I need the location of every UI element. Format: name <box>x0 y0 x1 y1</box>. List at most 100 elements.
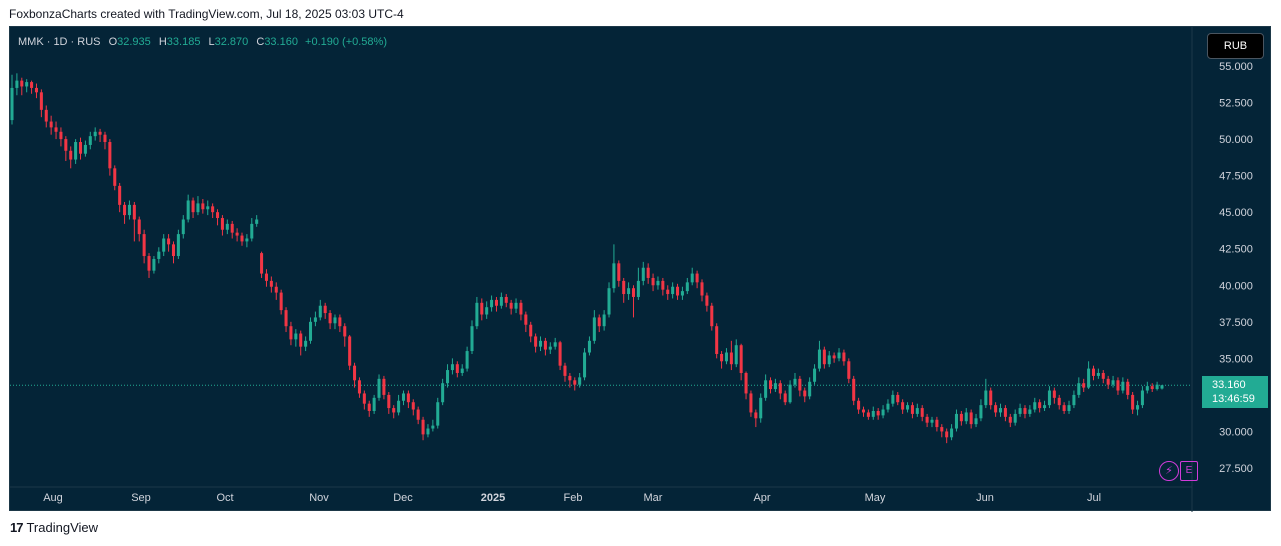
candle-body <box>1131 394 1135 410</box>
candle-body <box>1136 405 1140 410</box>
candle-body <box>514 302 518 309</box>
candle-body <box>1013 413 1017 423</box>
candle-body <box>431 425 435 429</box>
candle-body <box>910 405 914 414</box>
x-tick-label: May <box>865 492 886 504</box>
low-value: 32.870 <box>214 36 249 48</box>
candle-body <box>950 428 954 438</box>
candle-body <box>651 277 655 286</box>
candle-body <box>891 394 895 404</box>
candle-body <box>152 258 156 271</box>
candle-body <box>1126 381 1130 395</box>
candle-body <box>343 326 347 337</box>
x-tick-label: Sep <box>131 492 151 504</box>
x-tick-label: Dec <box>393 492 413 504</box>
x-tick-label: Mar <box>644 492 663 504</box>
candle-body <box>446 370 450 384</box>
candle-body <box>475 302 479 327</box>
x-tick-label: Apr <box>753 492 770 504</box>
candle-body <box>925 416 929 423</box>
candle-body <box>240 235 244 242</box>
low-label: L <box>208 36 215 48</box>
candlestick-chart[interactable]: 55.000 52.500 50.000 47.500 45.000 42.500 40.0… <box>10 27 1272 512</box>
candle-body <box>1096 372 1100 376</box>
candle-body <box>93 131 97 137</box>
candle-body <box>387 394 391 409</box>
candle-body <box>294 333 298 340</box>
candle-body <box>470 326 474 352</box>
candle-body <box>739 345 743 373</box>
x-tick-label: Jun <box>976 492 994 504</box>
y-tick-label: 27.500 <box>1219 463 1253 475</box>
candle-body <box>636 280 640 297</box>
lightning-icon[interactable]: ⚡ <box>1159 461 1179 481</box>
candle-body <box>798 378 802 391</box>
candle-body <box>83 144 87 154</box>
candle-body <box>671 286 675 295</box>
currency-button[interactable]: RUB <box>1207 33 1264 59</box>
candle-body <box>901 402 905 410</box>
candle-body <box>220 218 224 230</box>
candle-body <box>176 234 180 257</box>
candle-body <box>235 232 239 236</box>
candle-body <box>216 212 220 219</box>
candle-body <box>69 150 73 160</box>
candle-body <box>720 353 724 362</box>
candle-body <box>196 203 200 213</box>
candle-body <box>989 390 993 406</box>
candle-body <box>10 87 14 121</box>
y-tick-label: 37.500 <box>1219 317 1253 329</box>
candle-body <box>920 408 924 417</box>
candle-body <box>764 380 768 398</box>
y-tick-label: 35.000 <box>1219 353 1253 365</box>
candle-body <box>88 136 92 145</box>
candle-body <box>504 296 508 303</box>
high-value: 33.185 <box>166 36 201 48</box>
candle-body <box>299 333 303 347</box>
time-axis: Aug Sep Oct Nov Dec 2025 Feb Mar Apr May Jun Jul <box>43 492 1101 504</box>
candle-body <box>705 295 709 306</box>
candle-body <box>1087 368 1091 388</box>
candle-body <box>587 340 591 353</box>
candle-body <box>729 352 733 365</box>
candle-body <box>1101 372 1105 379</box>
candle-body <box>274 286 278 293</box>
chart-attribution: FoxbonzaCharts created with TradingView.… <box>9 7 404 21</box>
candle-body <box>308 321 313 341</box>
candle-body <box>328 313 332 324</box>
candle-body <box>906 405 910 410</box>
candle-body <box>313 317 317 322</box>
candle-body <box>284 310 288 327</box>
candle-body <box>1091 368 1096 376</box>
candle-body <box>1062 405 1066 411</box>
y-tick-label: 30.000 <box>1219 426 1253 438</box>
chart-panel[interactable]: 55.000 52.500 50.000 47.500 45.000 42.500 40.0… <box>9 26 1272 512</box>
price-axis: 55.000 52.500 50.000 47.500 45.000 42.500 40.0… <box>1219 61 1253 475</box>
candle-body <box>333 317 337 324</box>
candle-body <box>808 381 812 397</box>
candle-body <box>842 352 846 362</box>
x-tick-label: Jul <box>1087 492 1101 504</box>
candle-body <box>480 302 484 315</box>
candle-body <box>847 361 851 379</box>
candle-body <box>592 317 596 341</box>
e-button[interactable]: E <box>1180 461 1198 481</box>
candle-body <box>666 289 670 295</box>
candle-body <box>857 400 861 410</box>
candle-body <box>876 410 880 416</box>
candle-body <box>98 131 102 135</box>
candle-body <box>181 219 185 235</box>
candle-body <box>269 280 273 287</box>
candle-body <box>132 204 136 220</box>
candle-body <box>1140 390 1144 406</box>
candle-body <box>573 380 577 385</box>
candle-body <box>1106 378 1110 385</box>
candle-body <box>656 280 660 286</box>
candle-body <box>813 368 817 382</box>
candle-body <box>881 409 885 416</box>
candle-body <box>1082 383 1086 388</box>
candle-body <box>827 355 831 365</box>
footer-brand: 17 TradingView <box>10 520 98 535</box>
candle-body <box>817 349 821 369</box>
close-label: C <box>256 36 265 48</box>
